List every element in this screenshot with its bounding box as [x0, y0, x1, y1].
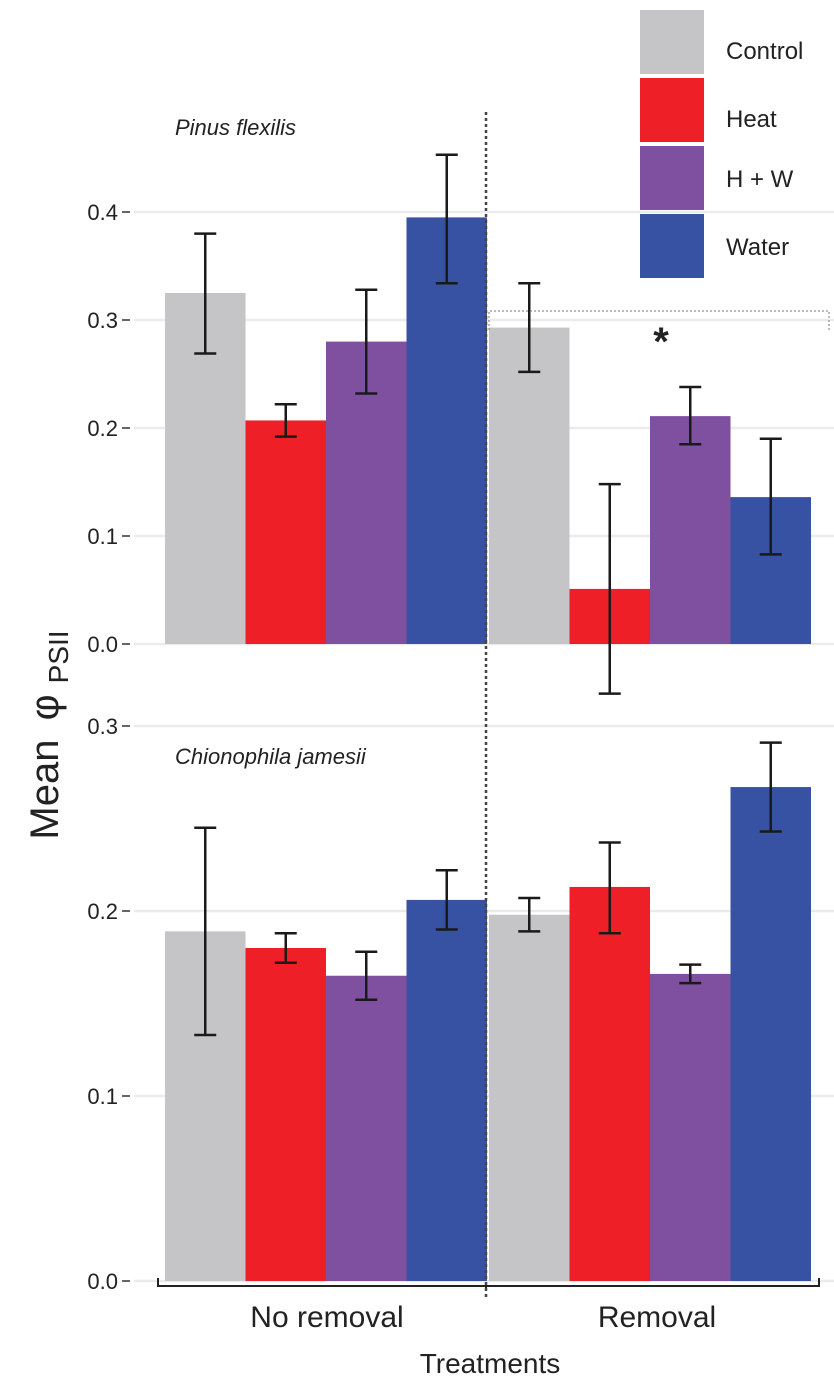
legend-label-water: Water	[726, 234, 789, 261]
y-tick-label: 0.1	[87, 1084, 118, 1109]
y-tick-label: 0.2	[87, 416, 118, 441]
y-tick-label: 0.0	[87, 632, 118, 657]
y-axis-title-text: Mean	[23, 740, 67, 840]
legend-label-hw: H + W	[726, 166, 794, 193]
bar-water-0	[407, 900, 488, 1281]
category-label-no-removal: No removal	[250, 1301, 403, 1334]
svg-text:Mean φ PSII: Mean φ PSII	[23, 630, 74, 839]
bar-water-1	[731, 787, 812, 1281]
y-tick-label: 0.2	[87, 899, 118, 924]
significance-star: *	[653, 320, 669, 364]
panel-label-top: Pinus flexilis	[175, 115, 296, 140]
legend-swatch-heat	[640, 78, 704, 142]
bar-h-w-1	[650, 416, 731, 644]
y-axis-title-subscript: PSII	[43, 630, 74, 683]
bar-h-w-0	[326, 976, 407, 1281]
y-axis-title: Mean φ PSII	[23, 630, 74, 839]
legend-swatch-control	[640, 10, 704, 74]
legend: Control Heat H + W Water	[640, 10, 803, 278]
y-axis-title-symbol: φ	[23, 694, 67, 720]
legend-label-control: Control	[726, 38, 803, 65]
y-tick-label: 0.0	[87, 1269, 118, 1294]
bar-h-w-1	[650, 974, 731, 1281]
y-tick-label: 0.3	[87, 308, 118, 333]
panel-label-bottom: Chionophila jamesii	[175, 744, 367, 769]
category-label-removal: Removal	[598, 1301, 716, 1334]
legend-swatch-hw	[640, 146, 704, 210]
bar-heat-0	[246, 948, 327, 1281]
legend-swatch-water	[640, 214, 704, 278]
y-tick-label: 0.1	[87, 524, 118, 549]
y-tick-label: 0.4	[87, 200, 118, 225]
bar-heat-1	[570, 887, 651, 1281]
x-axis-title: Treatments	[420, 1348, 561, 1379]
bar-heat-0	[246, 420, 327, 644]
legend-label-heat: Heat	[726, 106, 777, 133]
y-tick-label: 0.3	[87, 714, 118, 739]
bar-control-1	[489, 328, 570, 644]
bar-control-1	[489, 915, 570, 1281]
